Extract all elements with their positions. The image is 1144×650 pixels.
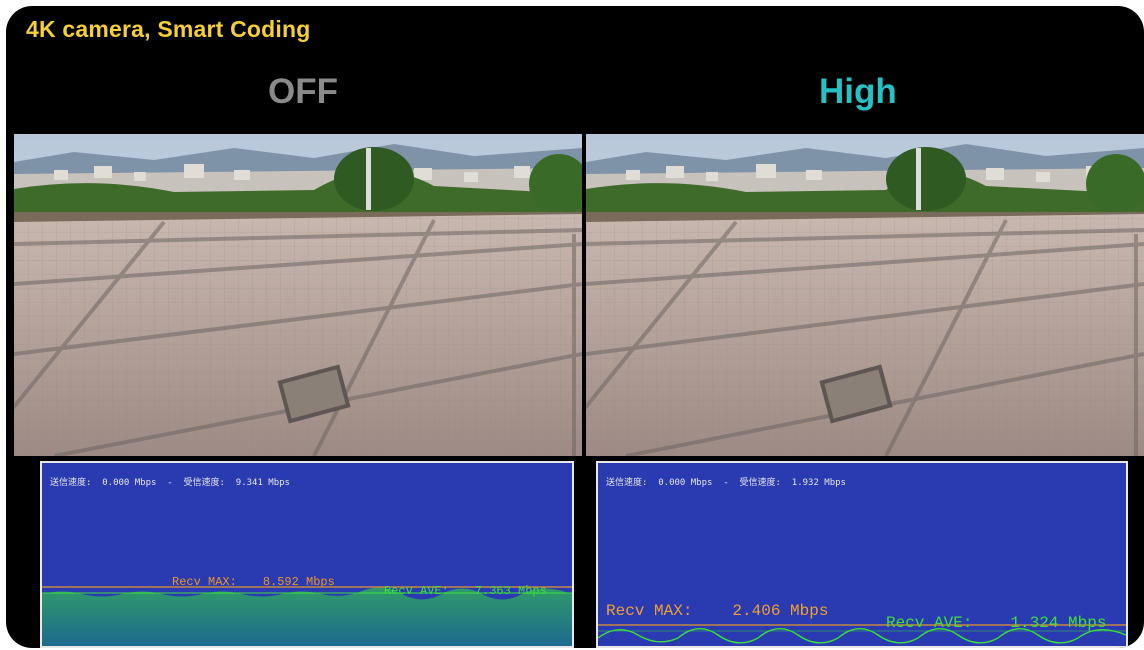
recv-ave-readout: Recv AVE: 7.363 Mbps [384,584,547,598]
bitrate-chart [42,586,572,646]
bitrate-chart [598,624,1126,644]
recv-ave-value: 1.324 Mbps [1010,614,1107,632]
recv-ave-readout: Recv AVE: 1.324 Mbps [886,614,1106,632]
bitrate-graph-high: 送信速度: 0.000 Mbps - 受信速度: 1.932 Mbps Recv… [596,461,1128,648]
recv-max-value: 8.592 Mbps [262,575,335,589]
recv-max-value: 2.406 Mbps [732,602,829,620]
recv-ave-label: Recv AVE: [886,614,973,632]
recv-max-readout: Recv MAX: 2.406 Mbps [606,602,828,620]
transfer-rate-text: 送信速度: 0.000 Mbps - 受信速度: 9.341 Mbps [50,478,290,488]
camera-view-off [14,134,582,456]
plaza-scene-image [14,134,582,456]
page-title: 4K camera, Smart Coding [26,16,311,42]
recv-ave-label: Recv AVE: [384,584,449,598]
transfer-rate-text: 送信速度: 0.000 Mbps - 受信速度: 1.932 Mbps [606,478,846,488]
plaza-scene-image [586,134,1144,456]
camera-view-high [586,134,1144,456]
recv-max-label: Recv MAX: [172,575,237,589]
recv-max-label: Recv MAX: [606,602,693,620]
bitrate-graph-off: 送信速度: 0.000 Mbps - 受信速度: 9.341 Mbps Recv… [40,461,574,648]
recv-ave-value: 7.363 Mbps [474,584,547,598]
mode-label-high: High [819,72,897,111]
video-frame: 4K camera, Smart Coding OFF High [6,6,1144,648]
recv-max-readout: Recv MAX: 8.592 Mbps [172,575,335,589]
mode-label-off: OFF [268,72,338,111]
